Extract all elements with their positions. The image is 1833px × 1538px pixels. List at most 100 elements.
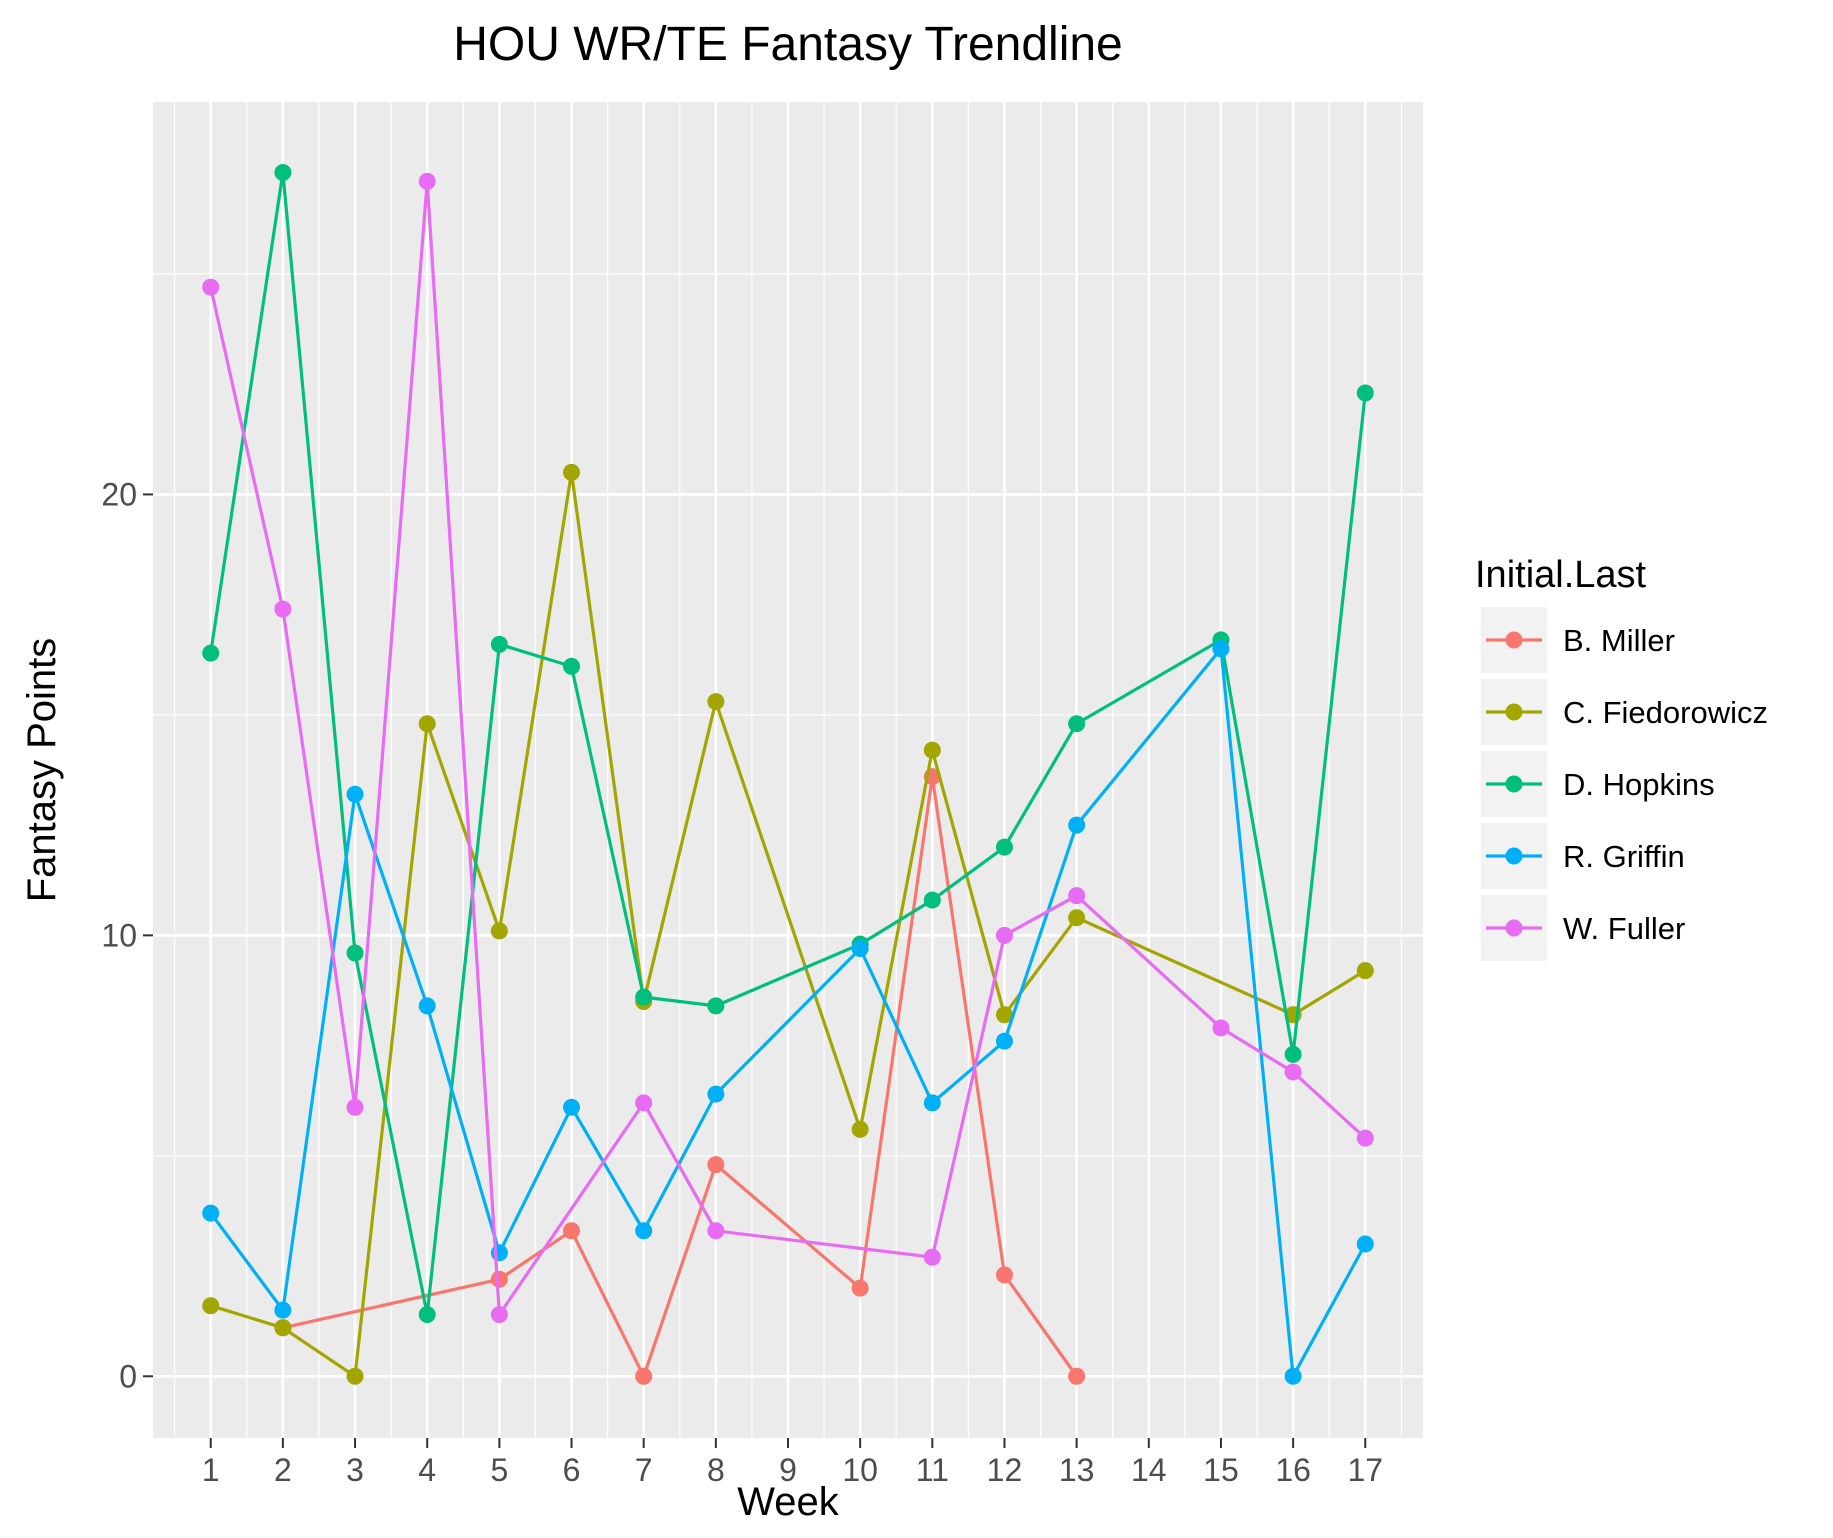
x-tick-label: 2 (274, 1452, 292, 1488)
legend-item-c-fiedorowicz: C. Fiedorowicz (1481, 679, 1768, 745)
legend-item-b-miller: B. Miller (1481, 607, 1675, 673)
legend-key-point (1505, 703, 1523, 721)
data-point (563, 1222, 581, 1240)
data-point (418, 1306, 436, 1324)
data-point (923, 1248, 941, 1266)
legend-key-point (1505, 631, 1523, 649)
data-point (274, 164, 292, 182)
y-axis-title: Fantasy Points (20, 638, 64, 903)
data-point (1356, 384, 1374, 402)
y-tick-label: 0 (119, 1358, 137, 1394)
legend-label: W. Fuller (1563, 911, 1685, 946)
data-point (346, 1367, 364, 1385)
data-point (274, 1319, 292, 1337)
data-point (1284, 1045, 1302, 1063)
y-tick-label: 10 (101, 917, 137, 953)
legend-key-point (1505, 919, 1523, 937)
y-tick-label: 20 (101, 476, 137, 512)
data-point (418, 997, 436, 1015)
data-point (418, 172, 436, 190)
x-tick-label: 9 (779, 1452, 797, 1488)
x-tick-label: 7 (635, 1452, 653, 1488)
x-tick-label: 16 (1275, 1452, 1311, 1488)
data-point (1068, 1367, 1086, 1385)
data-point (346, 1098, 364, 1116)
data-point (995, 1032, 1013, 1050)
data-point (707, 997, 725, 1015)
legend: Initial.Last B. Miller C. Fiedorowicz D. H… (1475, 554, 1768, 961)
data-point (418, 715, 436, 733)
x-axis-title: Week (737, 1480, 840, 1524)
data-point (635, 1367, 653, 1385)
data-point (923, 741, 941, 759)
data-point (1068, 816, 1086, 834)
data-point (995, 1266, 1013, 1284)
x-tick-label: 12 (987, 1452, 1023, 1488)
data-point (274, 600, 292, 618)
legend-label: R. Griffin (1563, 839, 1685, 874)
data-point (1068, 909, 1086, 927)
legend-label: D. Hopkins (1563, 767, 1715, 802)
x-tick-label: 11 (916, 1452, 949, 1488)
data-point (1212, 640, 1230, 658)
data-point (1284, 1063, 1302, 1081)
data-point (851, 1279, 869, 1297)
data-point (1356, 962, 1374, 980)
legend-item-d-hopkins: D. Hopkins (1481, 751, 1715, 817)
data-point (202, 1204, 220, 1222)
x-tick-label: 6 (563, 1452, 581, 1488)
x-tick-label: 1 (202, 1452, 220, 1488)
data-point (490, 1270, 508, 1288)
x-tick-label: 5 (490, 1452, 508, 1488)
data-point (346, 944, 364, 962)
legend-label: B. Miller (1563, 623, 1675, 658)
data-point (1356, 1235, 1374, 1253)
data-point (490, 922, 508, 940)
legend-key-point (1505, 775, 1523, 793)
x-tick-label: 3 (346, 1452, 364, 1488)
data-point (995, 838, 1013, 856)
legend-items: B. Miller C. Fiedorowicz D. Hopkins R. Grif… (1481, 607, 1768, 961)
data-point (490, 1244, 508, 1262)
data-point (635, 1094, 653, 1112)
data-point (490, 635, 508, 653)
x-tick-label: 13 (1059, 1452, 1095, 1488)
data-point (995, 1006, 1013, 1024)
data-point (1356, 1129, 1374, 1147)
legend-key-point (1505, 847, 1523, 865)
x-tick-label: 14 (1131, 1452, 1167, 1488)
data-point (851, 940, 869, 958)
data-point (202, 1297, 220, 1315)
x-tick-label: 8 (707, 1452, 725, 1488)
data-point (274, 1301, 292, 1319)
data-point (490, 1306, 508, 1324)
chart-title: HOU WR/TE Fantasy Trendline (453, 18, 1123, 71)
data-point (707, 1156, 725, 1174)
data-point (707, 1222, 725, 1240)
data-point (635, 1222, 653, 1240)
series-d-hopkins (202, 164, 1374, 1324)
major-gridlines (153, 102, 1423, 1438)
data-point (563, 463, 581, 481)
data-point (707, 1085, 725, 1103)
legend-title: Initial.Last (1475, 554, 1647, 596)
data-point (563, 1098, 581, 1116)
data-point (635, 988, 653, 1006)
legend-item-r-griffin: R. Griffin (1481, 823, 1685, 889)
data-point (923, 891, 941, 909)
data-point (707, 693, 725, 711)
axis-ticks (143, 493, 1367, 1448)
series-w-fuller (202, 172, 1374, 1324)
data-point (995, 926, 1013, 944)
series-line-c-fiedorowicz (210, 470, 1367, 1378)
data-point (202, 278, 220, 296)
data-point (202, 644, 220, 662)
legend-label: C. Fiedorowicz (1563, 695, 1768, 730)
x-tick-label: 4 (418, 1452, 436, 1488)
series-layer (202, 164, 1374, 1385)
data-point (923, 1094, 941, 1112)
data-point (1068, 715, 1086, 733)
data-point (563, 657, 581, 675)
